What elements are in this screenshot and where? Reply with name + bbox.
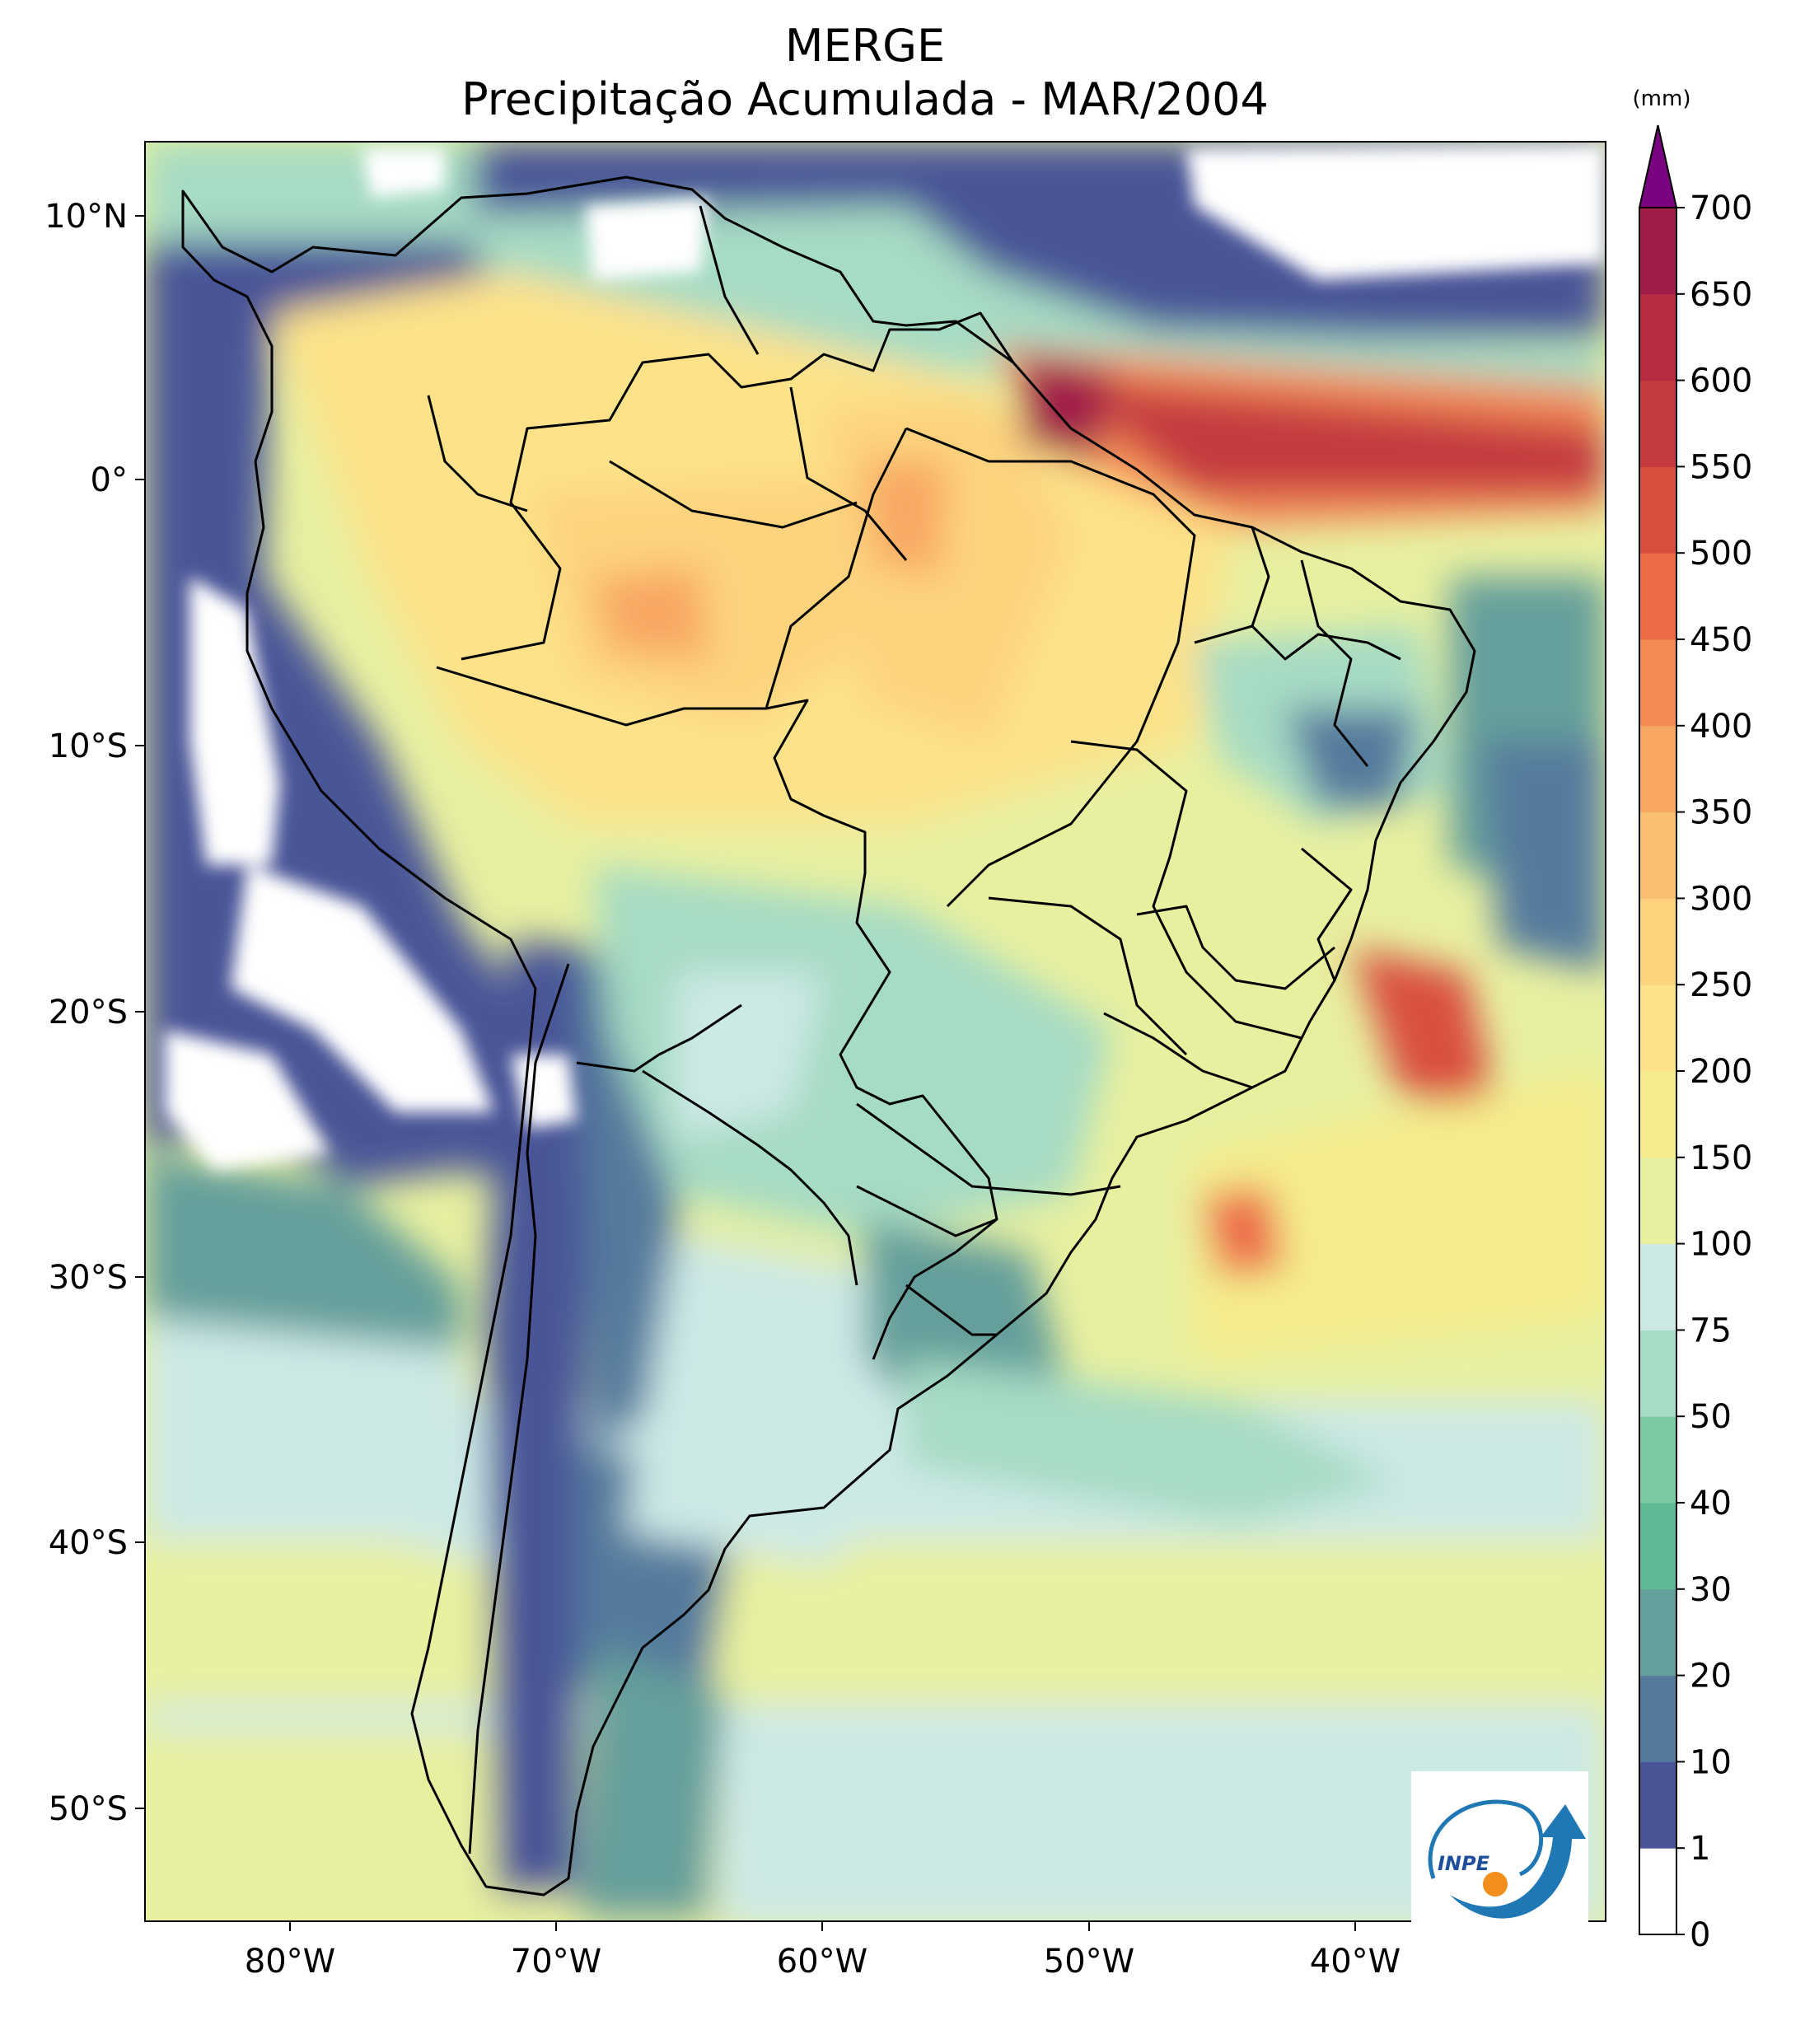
latitude-tick-labels: 10°N 0° 10°S 20°S 30°S 40°S 50°S — [44, 198, 145, 1828]
lon-tick-70w: 70°W — [511, 1943, 601, 1981]
continent-outline — [181, 175, 1476, 1897]
colorbar-tick-label: 450 — [1690, 621, 1752, 659]
colorbar-tick-label: 600 — [1690, 362, 1752, 400]
coastline-and-borders — [181, 175, 1476, 1897]
lat-tick-30s: 30°S — [49, 1259, 128, 1297]
logo-sun-icon — [1483, 1872, 1508, 1897]
colorbar-tick-label: 550 — [1690, 448, 1752, 486]
lon-tick-50w: 50°W — [1044, 1943, 1134, 1981]
colorbar-segment — [1639, 1848, 1676, 1935]
colorbar-segment — [1639, 985, 1676, 1072]
colorbar-segment — [1639, 725, 1676, 813]
colorbar-tick-label: 350 — [1690, 794, 1752, 832]
colorbar-segment — [1639, 1330, 1676, 1417]
colorbar-segment — [1639, 380, 1676, 467]
colorbar-segment — [1639, 466, 1676, 554]
colorbar-tick-label: 20 — [1690, 1658, 1732, 1696]
colorbar-tick-label: 200 — [1690, 1053, 1752, 1091]
map-frame — [144, 141, 1606, 1922]
colorbar-segment — [1639, 812, 1676, 899]
lat-tick-10s: 10°S — [49, 727, 128, 765]
map-title-line1: MERGE — [784, 20, 946, 72]
colorbar-tick-label: 400 — [1690, 708, 1752, 746]
lon-tick-60w: 60°W — [777, 1943, 867, 1981]
colorbar-segment — [1639, 1761, 1676, 1849]
colorbar-segment — [1639, 1071, 1676, 1158]
colorbar-tick-label: 1 — [1690, 1830, 1710, 1868]
colorbar-tick-label: 250 — [1690, 966, 1752, 1004]
lon-tick-40w: 40°W — [1310, 1943, 1401, 1981]
colorbar-segment — [1639, 208, 1676, 295]
colorbar-unit: (mm) — [1633, 87, 1691, 111]
lat-tick-20s: 20°S — [49, 994, 128, 1031]
lat-tick-40s: 40°S — [49, 1524, 128, 1562]
logo-arrow-icon — [1450, 1804, 1586, 1919]
colorbar-tick-label: 30 — [1690, 1571, 1732, 1609]
colorbar-segment — [1639, 553, 1676, 640]
colorbar-segment — [1639, 1416, 1676, 1504]
brazil-border — [461, 311, 1015, 661]
precipitation-field — [145, 142, 1606, 1921]
colorbar-segment — [1639, 639, 1676, 727]
lat-tick-50s: 50°S — [49, 1790, 128, 1828]
logo-orbit-icon — [1428, 1799, 1544, 1879]
colorbar-segment — [1639, 1588, 1676, 1677]
colorbar: 0 1 10 20 30 40 50 75 100 150 200 250 300 350 400 450 50… — [1638, 124, 1752, 1954]
lat-tick-10n: 10°N — [44, 198, 128, 236]
colorbar-segment — [1639, 293, 1676, 381]
colorbar-tick-label: 40 — [1690, 1485, 1732, 1522]
colorbar-segment — [1639, 1157, 1676, 1245]
colorbar-tick-label: 100 — [1690, 1226, 1752, 1264]
colorbar-segment — [1639, 1503, 1676, 1590]
logo-text: INPE — [1438, 1852, 1490, 1875]
colorbar-extend-triangle — [1638, 124, 1678, 208]
colorbar-segment — [1639, 1243, 1676, 1331]
longitude-tick-labels: 80°W 70°W 60°W 50°W 40°W — [245, 1921, 1401, 1981]
colorbar-tick-label: 75 — [1690, 1312, 1732, 1349]
colorbar-tick-label: 650 — [1690, 276, 1752, 314]
colorbar-segment — [1639, 1675, 1676, 1762]
colorbar-segment — [1639, 898, 1676, 985]
inpe-logo: INPE — [1411, 1771, 1588, 1944]
lat-tick-0: 0° — [91, 461, 128, 499]
colorbar-tick-label: 300 — [1690, 880, 1752, 918]
lon-tick-80w: 80°W — [245, 1943, 335, 1981]
map-title-line2: Precipitação Acumulada - MAR/2004 — [461, 73, 1269, 125]
colorbar-tick-label: 150 — [1690, 1139, 1752, 1177]
colorbar-tick-label: 0 — [1690, 1916, 1710, 1954]
colorbar-tick-label: 50 — [1690, 1398, 1732, 1436]
colorbar-tick-label: 500 — [1690, 535, 1752, 573]
colorbar-tick-label: 10 — [1690, 1743, 1732, 1781]
colorbar-tick-label: 700 — [1690, 189, 1752, 227]
